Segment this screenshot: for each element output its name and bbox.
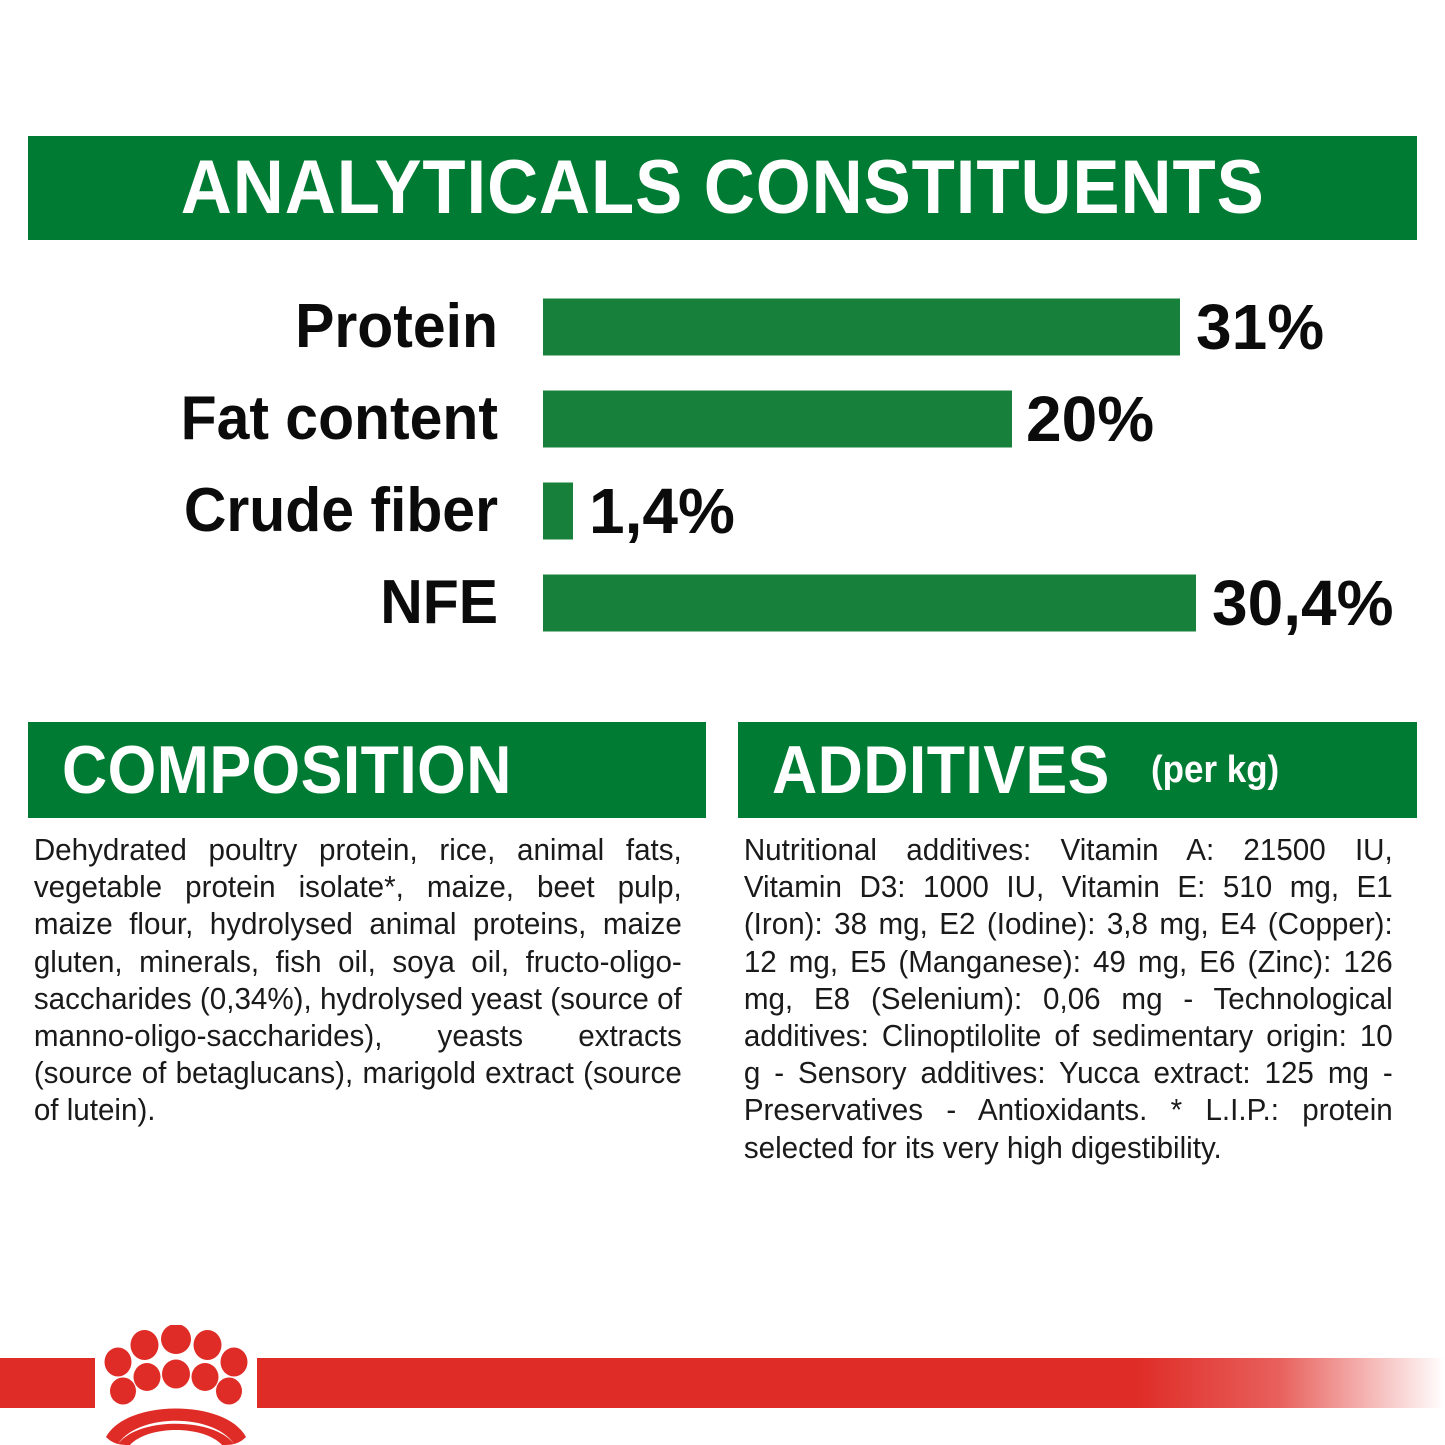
footer-stripe-left <box>0 1358 95 1408</box>
bar-fill-protein <box>543 298 1180 356</box>
additives-panel: ADDITIVES (per kg) Nutritional additives… <box>738 722 1417 1167</box>
bar-row-protein: Protein 31% <box>0 282 1445 372</box>
footer-stripe-right <box>257 1358 1445 1408</box>
bar-track-fat-content <box>543 390 1012 448</box>
analyticals-header-banner: ANALYTICALS CONSTITUENTS <box>28 136 1417 240</box>
bar-row-nfe: NFE 30,4% <box>0 558 1445 648</box>
additives-header-banner: ADDITIVES (per kg) <box>738 722 1417 818</box>
analyticals-bar-chart: Protein 31% Fat content 20% Crude fiber … <box>0 282 1445 662</box>
additives-body-text: Nutritional additives: Vitamin A: 21500 … <box>743 833 1393 1165</box>
bar-row-crude-fiber: Crude fiber 1,4% <box>0 466 1445 556</box>
bar-label-protein: Protein <box>295 292 498 361</box>
additives-header-subtitle: (per kg) <box>1151 749 1280 791</box>
bar-track-nfe <box>543 574 1196 632</box>
analyticals-header-title: ANALYTICALS CONSTITUENTS <box>180 145 1265 230</box>
composition-header-banner: COMPOSITION <box>28 722 706 818</box>
bar-row-fat-content: Fat content 20% <box>0 374 1445 464</box>
bar-fill-crude-fiber <box>543 482 573 540</box>
bar-fill-fat-content <box>543 390 1012 448</box>
bar-track-crude-fiber <box>543 482 573 540</box>
bar-label-fat-content: Fat content <box>180 384 499 453</box>
composition-body-text: Dehydrated poultry protein, rice, animal… <box>33 833 682 1128</box>
brand-footer <box>0 1325 1445 1445</box>
bar-label-crude-fiber: Crude fiber <box>183 476 498 545</box>
composition-header-title: COMPOSITION <box>62 732 512 808</box>
composition-panel: COMPOSITION Dehydrated poultry protein, … <box>28 722 706 1130</box>
additives-header-title: ADDITIVES <box>772 732 1110 808</box>
bar-value-crude-fiber: 1,4% <box>589 475 735 547</box>
bar-value-nfe: 30,4% <box>1212 567 1394 639</box>
bar-track-protein <box>543 298 1180 356</box>
bar-fill-nfe <box>543 574 1196 632</box>
bar-value-fat-content: 20% <box>1026 383 1155 455</box>
bar-label-nfe: NFE <box>380 568 498 637</box>
bar-value-protein: 31% <box>1196 291 1325 363</box>
royal-canin-crown-icon <box>104 1325 248 1445</box>
